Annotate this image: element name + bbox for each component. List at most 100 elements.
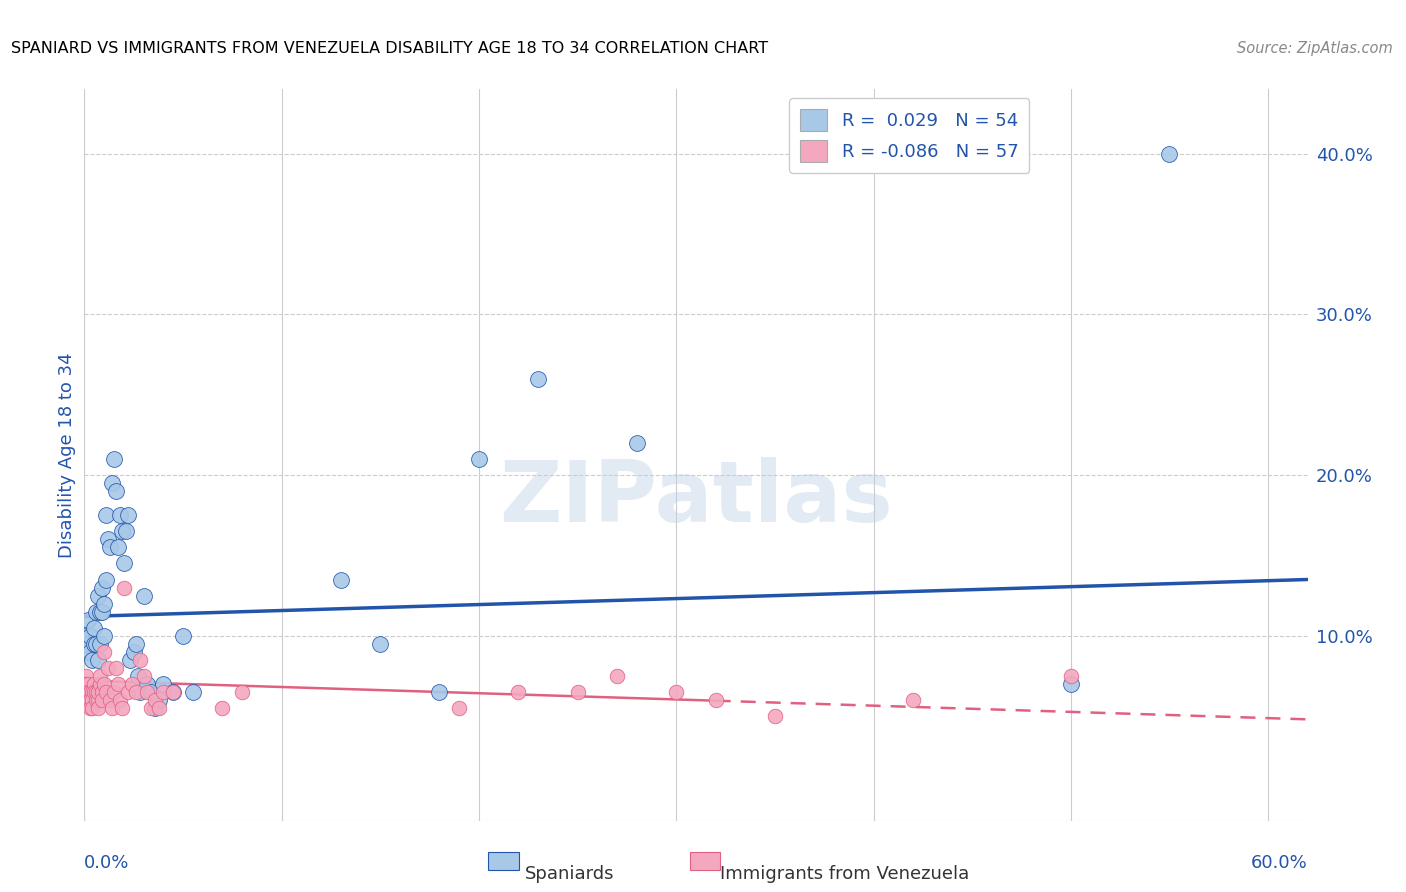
- Point: [124, 637, 146, 651]
- Point: [449, 701, 471, 715]
- Point: [77, 677, 100, 691]
- Point: [901, 693, 924, 707]
- Point: [103, 685, 125, 699]
- Point: [152, 685, 174, 699]
- Point: [87, 693, 110, 707]
- Point: [136, 677, 159, 691]
- Point: [704, 693, 727, 707]
- Point: [107, 677, 129, 691]
- Point: [117, 685, 139, 699]
- Point: [101, 476, 124, 491]
- Point: [83, 621, 105, 635]
- Point: [117, 508, 139, 523]
- Point: [124, 685, 146, 699]
- Point: [606, 669, 628, 683]
- Point: [77, 693, 100, 707]
- Point: [87, 589, 110, 603]
- Point: [107, 541, 129, 555]
- Point: [93, 645, 115, 659]
- Text: Immigrants from Venezuela: Immigrants from Venezuela: [720, 864, 970, 882]
- Text: 0.0%: 0.0%: [84, 854, 129, 871]
- Point: [77, 685, 100, 699]
- Y-axis label: Disability Age 18 to 34: Disability Age 18 to 34: [58, 352, 76, 558]
- Point: [77, 613, 100, 627]
- Point: [162, 685, 184, 699]
- Point: [508, 685, 530, 699]
- Point: [141, 701, 163, 715]
- Point: [118, 653, 141, 667]
- Point: [132, 669, 155, 683]
- Point: [128, 685, 150, 699]
- Point: [87, 653, 110, 667]
- Point: [1060, 669, 1083, 683]
- Text: 60.0%: 60.0%: [1251, 854, 1308, 871]
- Point: [211, 701, 233, 715]
- Point: [83, 685, 105, 699]
- Point: [84, 605, 107, 619]
- Point: [128, 653, 150, 667]
- Point: [82, 685, 104, 699]
- Point: [141, 685, 163, 699]
- Point: [763, 709, 786, 723]
- Point: [567, 685, 589, 699]
- Point: [79, 693, 101, 707]
- Point: [101, 701, 124, 715]
- Point: [108, 508, 131, 523]
- Point: [75, 677, 97, 691]
- Point: [111, 701, 134, 715]
- Point: [665, 685, 688, 699]
- Point: [145, 693, 167, 707]
- Point: [91, 685, 114, 699]
- Text: ZIPatlas: ZIPatlas: [499, 458, 893, 541]
- Point: [104, 661, 127, 675]
- Point: [108, 693, 131, 707]
- Point: [329, 573, 352, 587]
- Point: [231, 685, 253, 699]
- Point: [104, 484, 127, 499]
- Point: [79, 685, 101, 699]
- Point: [162, 685, 184, 699]
- Point: [111, 524, 134, 539]
- Point: [87, 701, 110, 715]
- Point: [148, 693, 170, 707]
- Point: [75, 629, 97, 643]
- Point: [89, 605, 111, 619]
- Point: [89, 637, 111, 651]
- FancyBboxPatch shape: [690, 852, 720, 870]
- Point: [152, 677, 174, 691]
- Point: [112, 557, 135, 571]
- FancyBboxPatch shape: [488, 852, 519, 870]
- Point: [429, 685, 451, 699]
- Point: [94, 508, 117, 523]
- Point: [83, 677, 105, 691]
- Point: [84, 693, 107, 707]
- Point: [91, 693, 114, 707]
- Point: [91, 581, 114, 595]
- Point: [181, 685, 204, 699]
- Point: [97, 533, 120, 547]
- Point: [75, 685, 97, 699]
- Point: [97, 661, 120, 675]
- Point: [94, 685, 117, 699]
- Point: [75, 645, 97, 659]
- Point: [89, 669, 111, 683]
- Point: [112, 581, 135, 595]
- Point: [93, 629, 115, 643]
- Legend: R =  0.029   N = 54, R = -0.086   N = 57: R = 0.029 N = 54, R = -0.086 N = 57: [790, 98, 1029, 173]
- Point: [132, 589, 155, 603]
- Point: [82, 653, 104, 667]
- Point: [75, 669, 97, 683]
- Point: [79, 629, 101, 643]
- Point: [87, 685, 110, 699]
- Point: [82, 701, 104, 715]
- Point: [148, 701, 170, 715]
- Point: [103, 452, 125, 467]
- Point: [94, 573, 117, 587]
- Point: [79, 701, 101, 715]
- Text: Spaniards: Spaniards: [524, 864, 614, 882]
- Point: [122, 645, 145, 659]
- Point: [82, 693, 104, 707]
- Point: [93, 597, 115, 611]
- Point: [121, 677, 143, 691]
- Point: [79, 645, 101, 659]
